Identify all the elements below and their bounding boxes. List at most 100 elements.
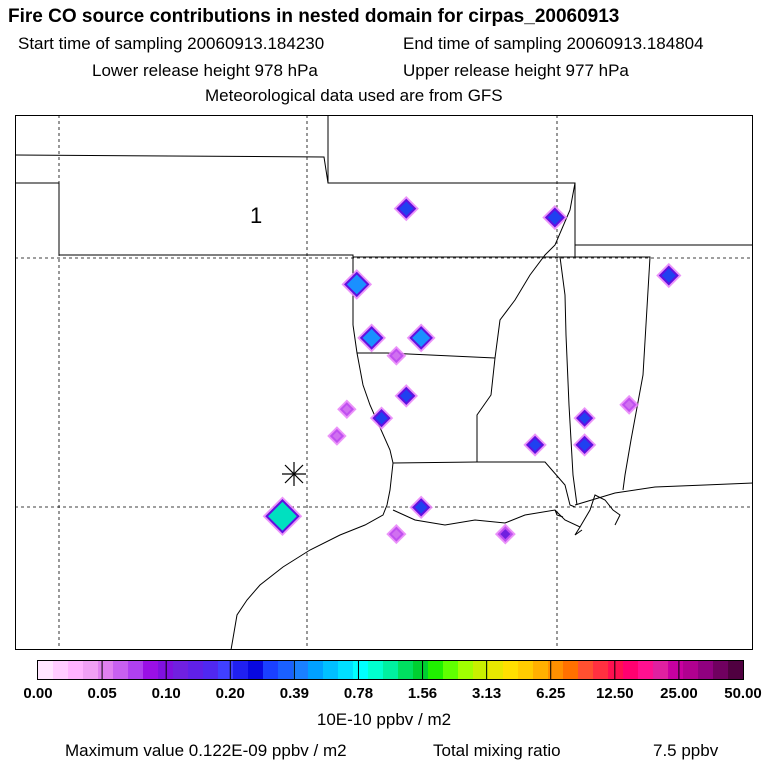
grid-lines xyxy=(15,115,753,650)
met-data-text: Meteorological data used are from GFS xyxy=(205,86,503,105)
colorbar-swatch xyxy=(53,661,69,679)
colorbar-swatch xyxy=(143,661,159,679)
total-label: Total mixing ratio xyxy=(433,741,561,760)
fire-hotspot xyxy=(406,323,436,353)
fire-hotspot xyxy=(327,426,347,446)
units-label: 10E-10 ppbv / m2 xyxy=(316,710,452,729)
colorbar-swatch xyxy=(653,661,669,679)
colorbar-tick-label: 0.00 xyxy=(23,685,53,702)
colorbar-tick-label: 12.50 xyxy=(596,685,634,702)
colorbar-swatch xyxy=(368,661,384,679)
colorbar-swatch xyxy=(473,661,489,679)
colorbar-swatch xyxy=(593,661,609,679)
colorbar-swatch xyxy=(563,661,579,679)
fire-hotspot xyxy=(619,394,640,415)
colorbar-tick-label: 50.00 xyxy=(724,685,762,702)
colorbar-swatch xyxy=(638,661,654,679)
colorbar-swatch xyxy=(263,661,279,679)
colorbar-tick-label: 0.05 xyxy=(87,685,117,702)
hotspot-core xyxy=(396,198,417,219)
colorbar-swatch xyxy=(353,661,369,679)
hotspot-core xyxy=(329,428,345,444)
fire-hotspot xyxy=(369,406,394,430)
colorbar-swatch xyxy=(623,661,639,679)
colorbar-swatch xyxy=(233,661,249,679)
plot-title: Fire CO source contributions in nested d… xyxy=(8,6,620,27)
colorbar-swatch xyxy=(293,661,309,679)
colorbar-swatch xyxy=(428,661,444,679)
colorbar-swatch xyxy=(698,661,714,679)
colorbar-swatch xyxy=(38,661,54,679)
fire-hotspot xyxy=(394,384,418,408)
hotspot-core xyxy=(265,499,300,534)
region-label: 1 xyxy=(250,203,262,228)
fire-hotspot xyxy=(573,407,596,430)
colorbar-gradient xyxy=(38,661,743,679)
colorbar-swatch xyxy=(203,661,219,679)
map-panel: 1 xyxy=(15,115,753,650)
colorbar-swatch xyxy=(218,661,234,679)
colorbar-swatch xyxy=(338,661,354,679)
max-value-text: Maximum value 0.122E-09 ppbv / m2 xyxy=(65,741,347,760)
colorbar-swatch xyxy=(608,661,624,679)
fire-hotspot xyxy=(523,433,547,457)
colorbar-swatch xyxy=(113,661,129,679)
lower-height-text: Lower release height 978 hPa xyxy=(92,61,318,80)
hotspot-core xyxy=(397,386,416,405)
colorbar-swatch xyxy=(503,661,519,679)
colorbar-swatch xyxy=(68,661,84,679)
colorbar-swatch xyxy=(578,661,594,679)
fire-hotspot xyxy=(337,399,357,419)
colorbar-tick-label: 0.20 xyxy=(215,685,245,702)
colorbar-swatch xyxy=(518,661,534,679)
colorbar-swatch xyxy=(98,661,114,679)
colorbar-swatch xyxy=(413,661,429,679)
colorbar-tick-label: 1.56 xyxy=(407,685,438,702)
colorbar-swatch xyxy=(83,661,99,679)
total-value: 7.5 ppbv xyxy=(653,741,719,760)
hotspot-core xyxy=(621,397,637,413)
hotspot-core xyxy=(359,326,384,350)
hotspot-core xyxy=(412,498,431,517)
hotspot-core xyxy=(497,526,514,542)
colorbar-swatch xyxy=(488,661,504,679)
fire-hotspot xyxy=(494,523,516,545)
colorbar-swatch xyxy=(128,661,144,679)
start-time-text: Start time of sampling 20060913.184230 xyxy=(18,34,325,53)
hotspot-core xyxy=(575,435,594,455)
fire-hotspot xyxy=(393,196,419,222)
colorbar-swatch xyxy=(533,661,549,679)
fire-hotspot xyxy=(386,524,407,545)
colorbar-swatch xyxy=(443,661,459,679)
fire-hotspot xyxy=(357,323,387,353)
fire-hotspot xyxy=(572,433,597,457)
colorbar-swatch xyxy=(323,661,339,679)
colorbar-swatch xyxy=(248,661,264,679)
colorbar-swatch xyxy=(713,661,729,679)
colorbar-swatch xyxy=(458,661,474,679)
colorbar-tick-label: 3.13 xyxy=(472,685,502,702)
hotspot-layer xyxy=(262,196,682,545)
colorbar-swatch xyxy=(188,661,204,679)
colorbar-tick-label: 0.39 xyxy=(279,685,309,702)
asterisk-icon xyxy=(282,462,306,486)
fire-hotspot xyxy=(542,204,568,231)
upper-height-text: Upper release height 977 hPa xyxy=(403,61,629,80)
colorbar xyxy=(37,660,744,680)
hotspot-core xyxy=(544,207,565,228)
colorbar-swatch xyxy=(278,661,294,679)
colorbar-tick-label: 0.10 xyxy=(151,685,181,702)
hotspot-core xyxy=(344,271,370,298)
hotspot-core xyxy=(339,402,354,417)
end-time-text: End time of sampling 20060913.184804 xyxy=(403,34,704,53)
colorbar-swatch xyxy=(308,661,324,679)
coastline xyxy=(230,462,621,650)
hotspot-core xyxy=(372,409,391,428)
colorbar-swatch xyxy=(668,661,684,679)
colorbar-swatch xyxy=(383,661,399,679)
hotspot-core xyxy=(658,265,679,286)
hotspot-core xyxy=(576,409,594,427)
colorbar-tick-label: 6.25 xyxy=(536,685,566,702)
colorbar-swatch xyxy=(683,661,699,679)
hotspot-core xyxy=(389,348,404,364)
